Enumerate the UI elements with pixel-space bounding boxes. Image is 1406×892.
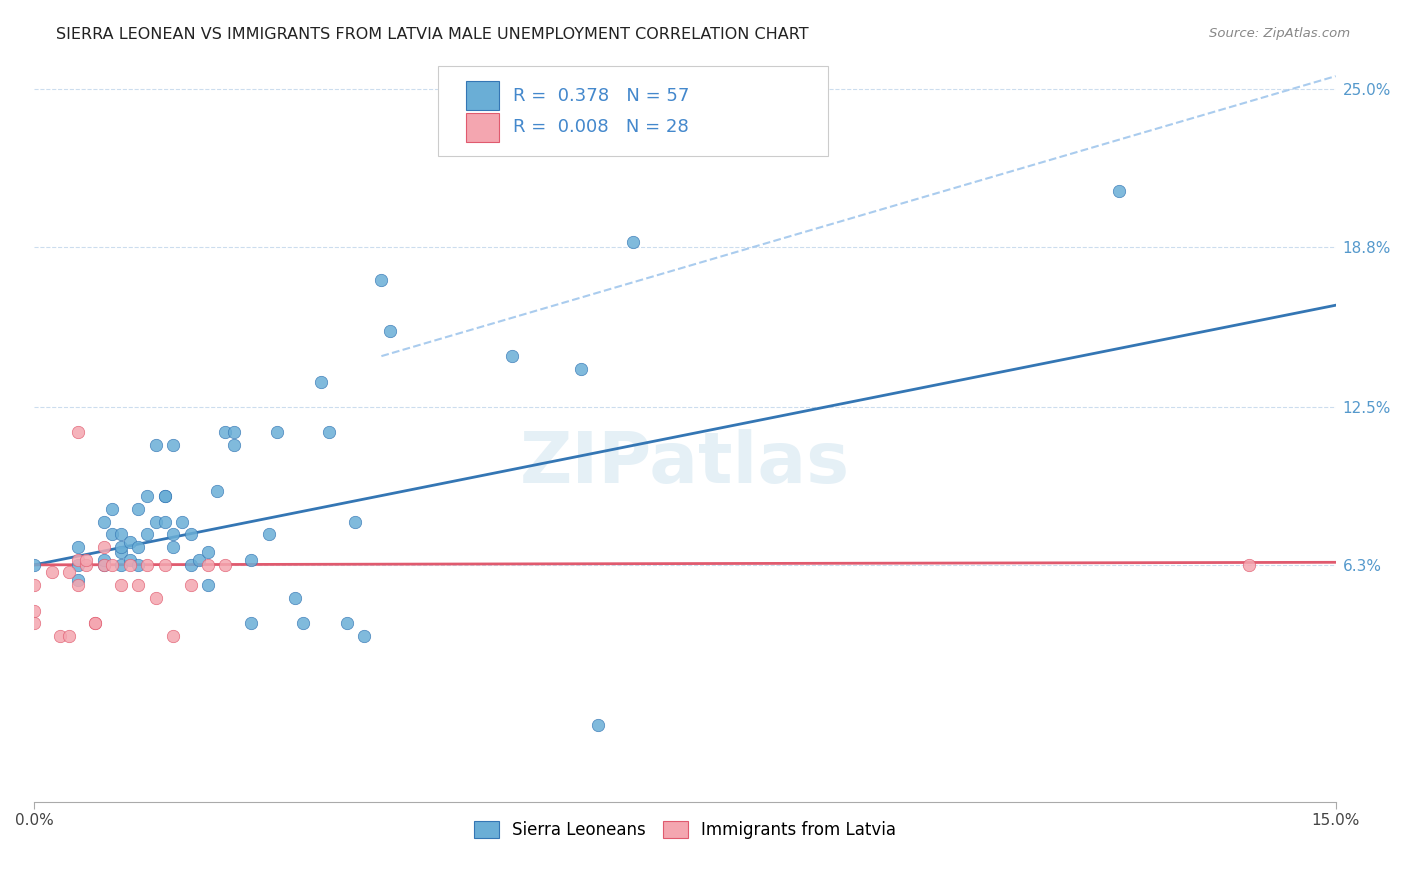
Text: Source: ZipAtlas.com: Source: ZipAtlas.com: [1209, 27, 1350, 40]
Point: [197, 558, 219, 572]
Point: [66, 578, 89, 592]
Point: [378, 324, 401, 338]
Point: [170, 515, 193, 529]
Point: [110, 545, 132, 559]
Point: [118, 558, 141, 572]
Point: [569, 362, 592, 376]
Legend: Sierra Leoneans, Immigrants from Latvia: Sierra Leoneans, Immigrants from Latvia: [467, 814, 903, 846]
Text: R =  0.008   N = 28: R = 0.008 N = 28: [513, 119, 689, 136]
Point: [75, 553, 97, 567]
Point: [214, 558, 236, 572]
Point: [93, 515, 115, 529]
Point: [127, 578, 149, 592]
Point: [318, 425, 340, 440]
Point: [197, 578, 219, 592]
Point: [22, 558, 45, 572]
Point: [621, 235, 644, 249]
Point: [205, 483, 228, 498]
Point: [145, 438, 167, 452]
Point: [110, 578, 132, 592]
Point: [118, 553, 141, 567]
Point: [370, 273, 392, 287]
Text: R =  0.378   N = 57: R = 0.378 N = 57: [513, 87, 689, 104]
Point: [197, 545, 219, 559]
Point: [66, 553, 89, 567]
FancyBboxPatch shape: [437, 66, 828, 156]
Point: [101, 501, 124, 516]
Point: [1108, 184, 1130, 198]
Point: [101, 527, 124, 541]
Point: [188, 553, 211, 567]
Point: [22, 616, 45, 631]
Point: [162, 438, 184, 452]
Point: [136, 558, 159, 572]
Point: [1237, 558, 1260, 572]
Point: [309, 375, 332, 389]
Point: [93, 558, 115, 572]
Point: [75, 558, 97, 572]
Point: [136, 489, 159, 503]
FancyBboxPatch shape: [467, 113, 499, 142]
Point: [101, 558, 124, 572]
Point: [222, 425, 245, 440]
Point: [162, 629, 184, 643]
Point: [110, 540, 132, 554]
Point: [153, 515, 176, 529]
Point: [84, 616, 107, 631]
Point: [49, 629, 72, 643]
Point: [162, 540, 184, 554]
Point: [180, 527, 202, 541]
Point: [180, 578, 202, 592]
Point: [222, 438, 245, 452]
Point: [153, 489, 176, 503]
Text: ZIPatlas: ZIPatlas: [520, 429, 851, 498]
Point: [344, 515, 367, 529]
Point: [284, 591, 307, 605]
FancyBboxPatch shape: [467, 81, 499, 110]
Point: [162, 527, 184, 541]
Point: [292, 616, 315, 631]
Point: [118, 535, 141, 549]
Point: [336, 616, 359, 631]
Point: [58, 566, 80, 580]
Point: [240, 616, 263, 631]
Point: [240, 553, 263, 567]
Point: [66, 558, 89, 572]
Point: [588, 718, 610, 732]
Point: [544, 133, 567, 147]
Point: [93, 553, 115, 567]
Point: [58, 629, 80, 643]
Point: [66, 573, 89, 587]
Point: [145, 515, 167, 529]
Point: [501, 349, 523, 363]
Point: [153, 489, 176, 503]
Point: [127, 558, 149, 572]
Point: [145, 591, 167, 605]
Point: [180, 558, 202, 572]
Point: [66, 425, 89, 440]
Point: [110, 558, 132, 572]
Point: [127, 540, 149, 554]
Point: [93, 558, 115, 572]
Point: [22, 604, 45, 618]
Point: [66, 540, 89, 554]
Point: [353, 629, 375, 643]
Point: [127, 501, 149, 516]
Point: [93, 540, 115, 554]
Point: [84, 616, 107, 631]
Point: [22, 578, 45, 592]
Point: [257, 527, 280, 541]
Point: [110, 527, 132, 541]
Point: [136, 527, 159, 541]
Point: [266, 425, 288, 440]
Point: [41, 566, 63, 580]
Text: SIERRA LEONEAN VS IMMIGRANTS FROM LATVIA MALE UNEMPLOYMENT CORRELATION CHART: SIERRA LEONEAN VS IMMIGRANTS FROM LATVIA…: [56, 27, 808, 42]
Point: [214, 425, 236, 440]
Point: [153, 558, 176, 572]
